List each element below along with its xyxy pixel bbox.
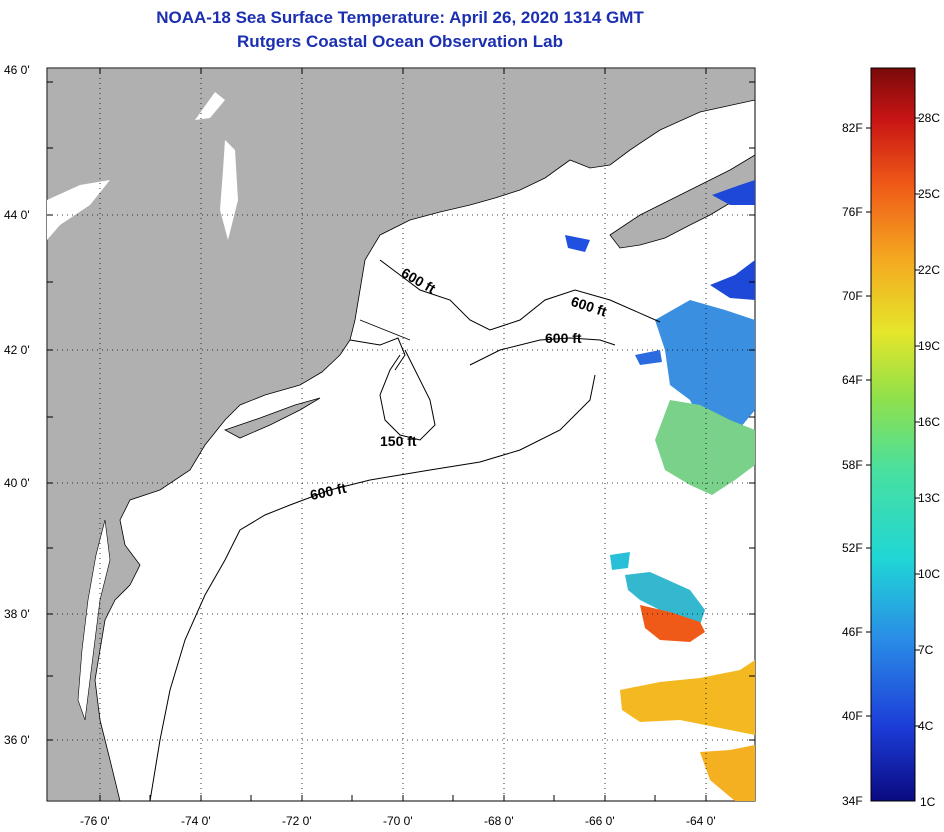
inland-lake (220, 140, 238, 240)
bathymetry-contour (359, 319, 411, 341)
bathymetry-contour (149, 374, 596, 801)
sst-patch-yellow (620, 660, 755, 735)
colorbar-f-label: 40F (842, 709, 863, 723)
axis-ticks (47, 68, 755, 801)
sst-patch-blue (635, 350, 662, 365)
colorbar-f-label: 76F (842, 205, 863, 219)
sst-patch-green (655, 400, 755, 495)
sst-patch-cyan (625, 572, 705, 625)
lon-label: -76 0' (80, 814, 110, 828)
contour-label: 150 ft (380, 433, 417, 449)
lat-label: 38 0' (4, 607, 30, 621)
colorbar-ticks (866, 117, 920, 727)
colorbar-c-label: 10C (918, 567, 940, 581)
lon-label: -64 0' (686, 814, 716, 828)
long-island (224, 397, 321, 439)
map-subtitle: Rutgers Coastal Ocean Observation Lab (237, 32, 563, 51)
sst-patch-teal (655, 300, 755, 440)
lat-label: 40 0' (4, 476, 30, 490)
colorbar-c-label: 25C (918, 187, 940, 201)
inland-lake (195, 92, 225, 120)
lat-label: 36 0' (4, 733, 30, 747)
colorbar-c-label: 4C (918, 719, 934, 733)
colorbar-f-label: 58F (842, 458, 863, 472)
bathymetry-contour (379, 259, 661, 331)
colorbar-c-label: 1C (920, 795, 936, 809)
lat-label: 44 0' (4, 208, 30, 222)
colorbar-f-label: 46F (842, 625, 863, 639)
colorbar-c-label: 28C (918, 111, 940, 125)
cape-cod (349, 337, 406, 371)
colorbar-f-label: 34F (842, 794, 863, 808)
colorbar-c-label: 13C (918, 491, 940, 505)
colorbar-c-label: 7C (918, 643, 934, 657)
bathymetry-contour (379, 349, 436, 441)
colorbar-f-label: 70F (842, 289, 863, 303)
contour-label: 600 ft (309, 480, 348, 503)
colorbar-f-label: 82F (842, 121, 863, 135)
colorbar-c-label: 16C (918, 415, 940, 429)
graticule (47, 68, 755, 801)
colorbar (870, 67, 916, 802)
sst-patch-warm (640, 605, 705, 642)
inland-lake (47, 180, 110, 240)
lon-label: -74 0' (181, 814, 211, 828)
chesapeake-bay (77, 519, 111, 721)
contour-label: 600 ft (545, 330, 582, 346)
land-mass (47, 68, 755, 801)
sst-patch-blue (710, 260, 755, 300)
lon-label: -72 0' (282, 814, 312, 828)
colorbar-f-label: 52F (842, 541, 863, 555)
lat-label: 42 0' (4, 343, 30, 357)
sst-patch-blue (565, 235, 590, 252)
sst-patch-blue (712, 180, 755, 205)
sst-patch-yellow (700, 745, 755, 801)
colorbar-c-label: 19C (918, 339, 940, 353)
map-title: NOAA-18 Sea Surface Temperature: April 2… (156, 8, 644, 27)
lon-label: -68 0' (484, 814, 514, 828)
colorbar-f-label: 64F (842, 373, 863, 387)
bathymetry-contour (469, 337, 616, 366)
lat-label: 46 0' (4, 63, 30, 77)
sst-patch-cyan (610, 552, 630, 570)
colorbar-c-label: 22C (918, 263, 940, 277)
lon-label: -66 0' (585, 814, 615, 828)
lon-label: -70 0' (383, 814, 413, 828)
